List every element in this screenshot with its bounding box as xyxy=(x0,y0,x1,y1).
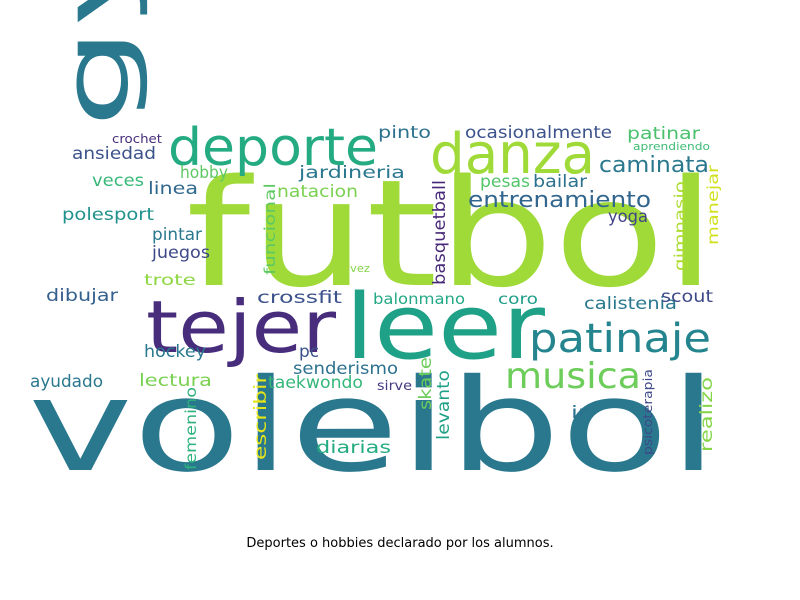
word-levanto: levanto xyxy=(434,370,454,440)
word-dibujar: dibujar xyxy=(46,286,118,306)
word-manejar: manejar xyxy=(704,164,722,245)
word-hockey: hockey xyxy=(144,342,206,362)
word-voleibol: voleibol xyxy=(28,352,718,501)
word-skate: skate xyxy=(416,357,436,410)
word-hobby: hobby xyxy=(180,163,228,183)
word-pinto: pinto xyxy=(378,123,431,143)
word-yoga: yoga xyxy=(608,207,648,227)
word-musica: musica xyxy=(505,356,641,397)
word-gym: gym xyxy=(43,0,150,128)
word-psicoterapia: psicoterapia xyxy=(641,369,655,455)
word-scout: scout xyxy=(661,287,713,307)
word-juegos: juegos xyxy=(151,243,210,263)
word-realizo: realizo xyxy=(697,377,717,452)
word-entrenamiento: entrenamiento xyxy=(468,188,651,213)
word-crochet: crochet xyxy=(112,132,162,146)
word-patinaje: patinaje xyxy=(529,316,711,362)
word-trote: trote xyxy=(144,271,196,289)
word-ocasionalmente: ocasionalmente xyxy=(465,123,612,143)
word-pesas: pesas xyxy=(480,172,530,192)
word-bailar: bailar xyxy=(533,172,587,192)
word-basquetball: basquetball xyxy=(430,180,450,285)
word-tejer: tejer xyxy=(146,285,336,369)
word-linea: linea xyxy=(148,179,198,199)
word-caminata: caminata xyxy=(599,153,709,178)
word-ir: ir xyxy=(571,403,588,423)
word-calistenia: calistenia xyxy=(584,294,677,314)
word-leer: leer xyxy=(345,275,545,380)
word-diarias: diarias xyxy=(316,438,391,458)
word-pintar: pintar xyxy=(152,225,202,245)
word-ayudado: ayudado xyxy=(30,372,103,392)
word-gimnasio: gimnasio xyxy=(671,181,689,271)
word-natacion: natacion xyxy=(277,182,358,202)
word-funcional: funcional xyxy=(261,183,279,275)
word-crossfit: crossfit xyxy=(257,288,342,308)
word-femenino: femenino xyxy=(182,387,200,470)
word-jardineria: jardineria xyxy=(298,163,405,183)
word-sirve: sirve xyxy=(377,379,412,394)
word-polesport: polesport xyxy=(62,205,154,225)
word-coro: coro xyxy=(498,290,538,308)
word-deporte: deporte xyxy=(168,118,378,178)
word-veces: veces xyxy=(92,171,144,191)
word-patinar: patinar xyxy=(627,124,700,144)
word-lectura: lectura xyxy=(139,371,212,391)
word-taekwondo: taekwondo xyxy=(268,373,363,393)
word-futbol: futbol xyxy=(186,148,716,320)
word-aprendiendo: aprendiendo xyxy=(633,140,710,153)
word-balonmano: balonmano xyxy=(373,290,465,308)
word-danza: danza xyxy=(430,122,595,187)
word-escribir: escribir xyxy=(251,374,271,460)
word-pc: pc xyxy=(299,342,319,362)
word-senderismo: senderismo xyxy=(293,359,398,379)
word-ansiedad: ansiedad xyxy=(72,144,156,164)
figure-caption: Deportes o hobbies declarado por los alu… xyxy=(246,536,554,551)
word-vez: vez xyxy=(350,262,370,275)
